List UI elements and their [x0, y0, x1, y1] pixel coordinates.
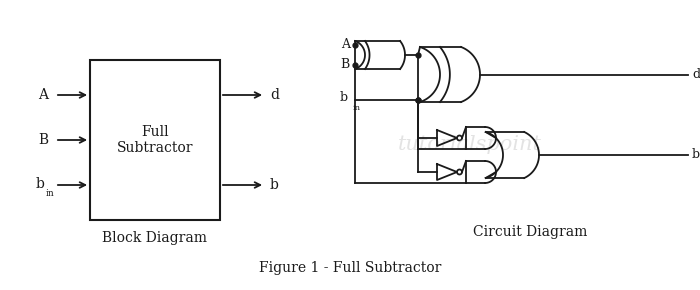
Bar	[90, 60, 220, 220]
Text: in: in	[46, 189, 55, 198]
Text: d: d	[692, 68, 700, 81]
Text: b: b	[692, 148, 700, 162]
Text: b: b	[270, 178, 279, 192]
Text: Block Diagram: Block Diagram	[102, 231, 207, 245]
Text: tutorialspoint: tutorialspoint	[398, 135, 542, 155]
Text: d: d	[270, 88, 279, 102]
Text: b: b	[340, 92, 348, 104]
Text: B: B	[341, 59, 350, 72]
Text: in: in	[353, 104, 361, 112]
Text: B: B	[38, 133, 48, 147]
Text: b: b	[35, 177, 44, 191]
Text: Figure 1 - Full Subtractor: Figure 1 - Full Subtractor	[259, 261, 441, 275]
Text: A: A	[341, 39, 350, 52]
Text: Circuit Diagram: Circuit Diagram	[473, 225, 587, 239]
Text: Full
Subtractor: Full Subtractor	[117, 125, 193, 155]
Text: A: A	[38, 88, 48, 102]
